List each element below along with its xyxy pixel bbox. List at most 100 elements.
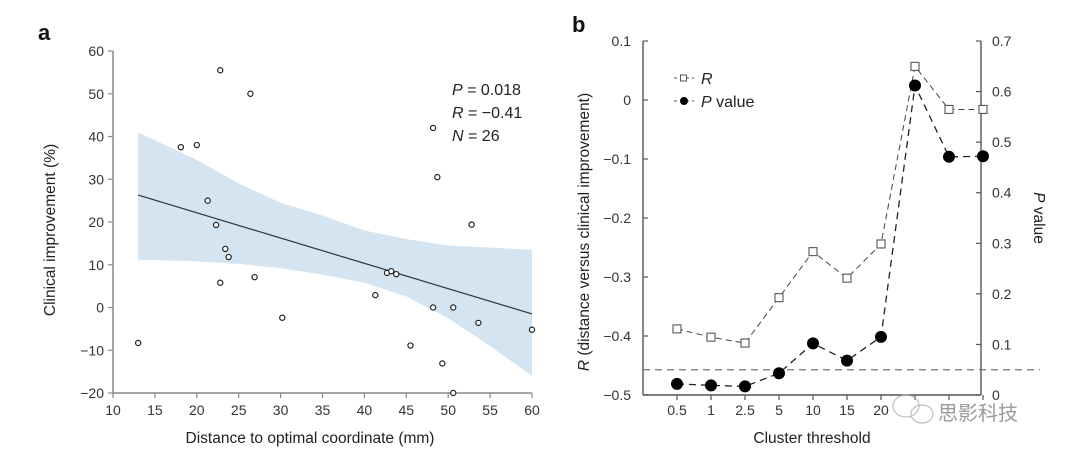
legend-label-r-symbol: R bbox=[701, 71, 713, 88]
x-tick-label-a: 25 bbox=[231, 402, 247, 418]
annotation-line: N = 26 bbox=[452, 128, 500, 145]
chat-bubble-icon bbox=[910, 404, 934, 424]
annotation-value: = −0.41 bbox=[464, 105, 523, 122]
x-tick-label-a: 45 bbox=[399, 402, 415, 418]
data-point bbox=[193, 141, 200, 149]
y-tick-label-a: 20 bbox=[88, 214, 104, 230]
scatter-points bbox=[134, 67, 536, 397]
p-value-marker bbox=[807, 337, 819, 350]
data-point bbox=[388, 267, 395, 275]
r-marker bbox=[910, 61, 920, 71]
r-marker bbox=[774, 293, 784, 303]
x-tick-label-b: 20 bbox=[873, 402, 889, 418]
panel-a: a −20 −10 0 10 20 30 40 50 60 10 15 20 25 30 35 40 45 50 5… bbox=[38, 20, 540, 447]
panel-label-b: b bbox=[572, 12, 585, 37]
p-value-marker bbox=[977, 150, 989, 163]
y-tick-label-left-b: 0.1 bbox=[612, 33, 632, 49]
data-point bbox=[251, 273, 258, 281]
data-point bbox=[429, 124, 437, 132]
data-point bbox=[372, 291, 379, 299]
watermark-icon bbox=[892, 394, 934, 424]
data-point bbox=[204, 197, 211, 204]
y-axis-title-rest: (distance versus clinical improvement) bbox=[576, 93, 593, 360]
x-tick-label-b: 1 bbox=[707, 402, 715, 418]
annotation-symbol: P bbox=[452, 82, 463, 99]
data-point bbox=[475, 319, 482, 327]
y-tick-label-right-b: 0.3 bbox=[992, 235, 1012, 251]
p-value-marker bbox=[875, 330, 887, 343]
r-marker bbox=[808, 247, 818, 257]
y-tick-label-a: 40 bbox=[88, 129, 104, 145]
data-point bbox=[434, 173, 441, 181]
y-tick-label-a: 0 bbox=[96, 300, 104, 316]
series-line-p bbox=[676, 83, 984, 388]
y-axis-title-right-b-text: P value bbox=[1030, 192, 1047, 244]
legend-label-p: P value bbox=[701, 94, 754, 111]
legend-marker-p bbox=[680, 97, 688, 105]
data-point bbox=[450, 304, 457, 311]
x-tick-label-a: 40 bbox=[357, 402, 373, 418]
r-marker bbox=[876, 239, 886, 249]
p-value-marker bbox=[943, 150, 955, 163]
data-point bbox=[450, 389, 457, 397]
y-axis-title-right-b: P value bbox=[1030, 192, 1047, 244]
y-tick-label-left-b: −0.4 bbox=[603, 328, 631, 344]
y-tick-label-a: 30 bbox=[88, 171, 104, 187]
annotation-value: = 26 bbox=[464, 128, 500, 145]
annotation-line: P = 0.018 bbox=[452, 82, 521, 99]
x-tick-label-b: 10 bbox=[805, 402, 821, 418]
r-marker bbox=[944, 104, 954, 114]
y-tick-label-right-b: 0.7 bbox=[992, 33, 1012, 49]
y-axis-title-left-b-text: R (distance versus clinical improvement) bbox=[576, 93, 593, 371]
x-tick-label-a: 30 bbox=[273, 402, 289, 418]
annotation-symbol: N bbox=[452, 128, 464, 145]
annotation-value: = 0.018 bbox=[463, 82, 521, 99]
x-tick-label-a: 60 bbox=[524, 402, 540, 418]
y-tick-label-a: −20 bbox=[80, 385, 104, 401]
panel-b: b −0.5 −0.4 −0.3 −0.2 −0.1 0 0.1 0 0.1 0.2 0.3 0.4 0… bbox=[572, 12, 1047, 447]
panel-label-a: a bbox=[38, 20, 51, 45]
y-tick-label-a: 50 bbox=[88, 86, 104, 102]
y-tick-label-right-b: 0.4 bbox=[992, 185, 1012, 201]
data-point bbox=[468, 221, 475, 228]
r-marker bbox=[672, 324, 682, 334]
x-tick-label-b: 2.5 bbox=[735, 402, 755, 418]
x-tick-label-b: 15 bbox=[839, 402, 855, 418]
p-value-marker bbox=[773, 367, 785, 380]
x-tick-label-a: 15 bbox=[147, 402, 163, 418]
y-tick-label-a: 10 bbox=[88, 257, 104, 273]
y-tick-label-left-b: 0 bbox=[623, 92, 631, 108]
y-axis-title-right-symbol: P bbox=[1030, 192, 1047, 203]
y-tick-label-a: −10 bbox=[80, 342, 104, 358]
p-value-marker bbox=[671, 377, 683, 390]
y-tick-label-right-b: 0.2 bbox=[992, 286, 1012, 302]
data-point bbox=[393, 270, 400, 278]
legend-label-p-symbol: P bbox=[701, 94, 712, 111]
series-group bbox=[671, 61, 989, 393]
p-value-marker bbox=[841, 354, 853, 367]
fit-line-group bbox=[137, 194, 533, 315]
r-marker bbox=[978, 104, 988, 114]
legend: R P value bbox=[674, 71, 754, 111]
data-point bbox=[222, 245, 229, 253]
y-tick-label-right-b: 0.6 bbox=[992, 84, 1012, 100]
y-axis-title-symbol: R bbox=[576, 360, 593, 371]
watermark: 思影科技 bbox=[892, 394, 1018, 425]
y-tick-label-right-b: 0.1 bbox=[992, 336, 1012, 352]
r-marker bbox=[706, 332, 716, 342]
y-axis-title-a: Clinical improvement (%) bbox=[42, 144, 59, 316]
data-point bbox=[225, 253, 232, 261]
series-line-r bbox=[676, 65, 983, 344]
x-axis-title-a: Distance to optimal coordinate (mm) bbox=[186, 430, 435, 447]
y-tick-label-left-b: −0.1 bbox=[603, 151, 631, 167]
y-tick-label-left-b: −0.3 bbox=[603, 269, 631, 285]
data-point bbox=[279, 314, 286, 321]
legend-label-r: R bbox=[701, 71, 713, 88]
data-point bbox=[217, 67, 224, 74]
legend-marker-r bbox=[680, 74, 687, 82]
y-tick-label-right-b: 0.5 bbox=[992, 134, 1012, 150]
axes-b: −0.5 −0.4 −0.3 −0.2 −0.1 0 0.1 0 0.1 0.2 0.3 0.4 0.5… bbox=[603, 33, 1011, 418]
data-point bbox=[247, 90, 254, 97]
data-point bbox=[407, 342, 414, 349]
